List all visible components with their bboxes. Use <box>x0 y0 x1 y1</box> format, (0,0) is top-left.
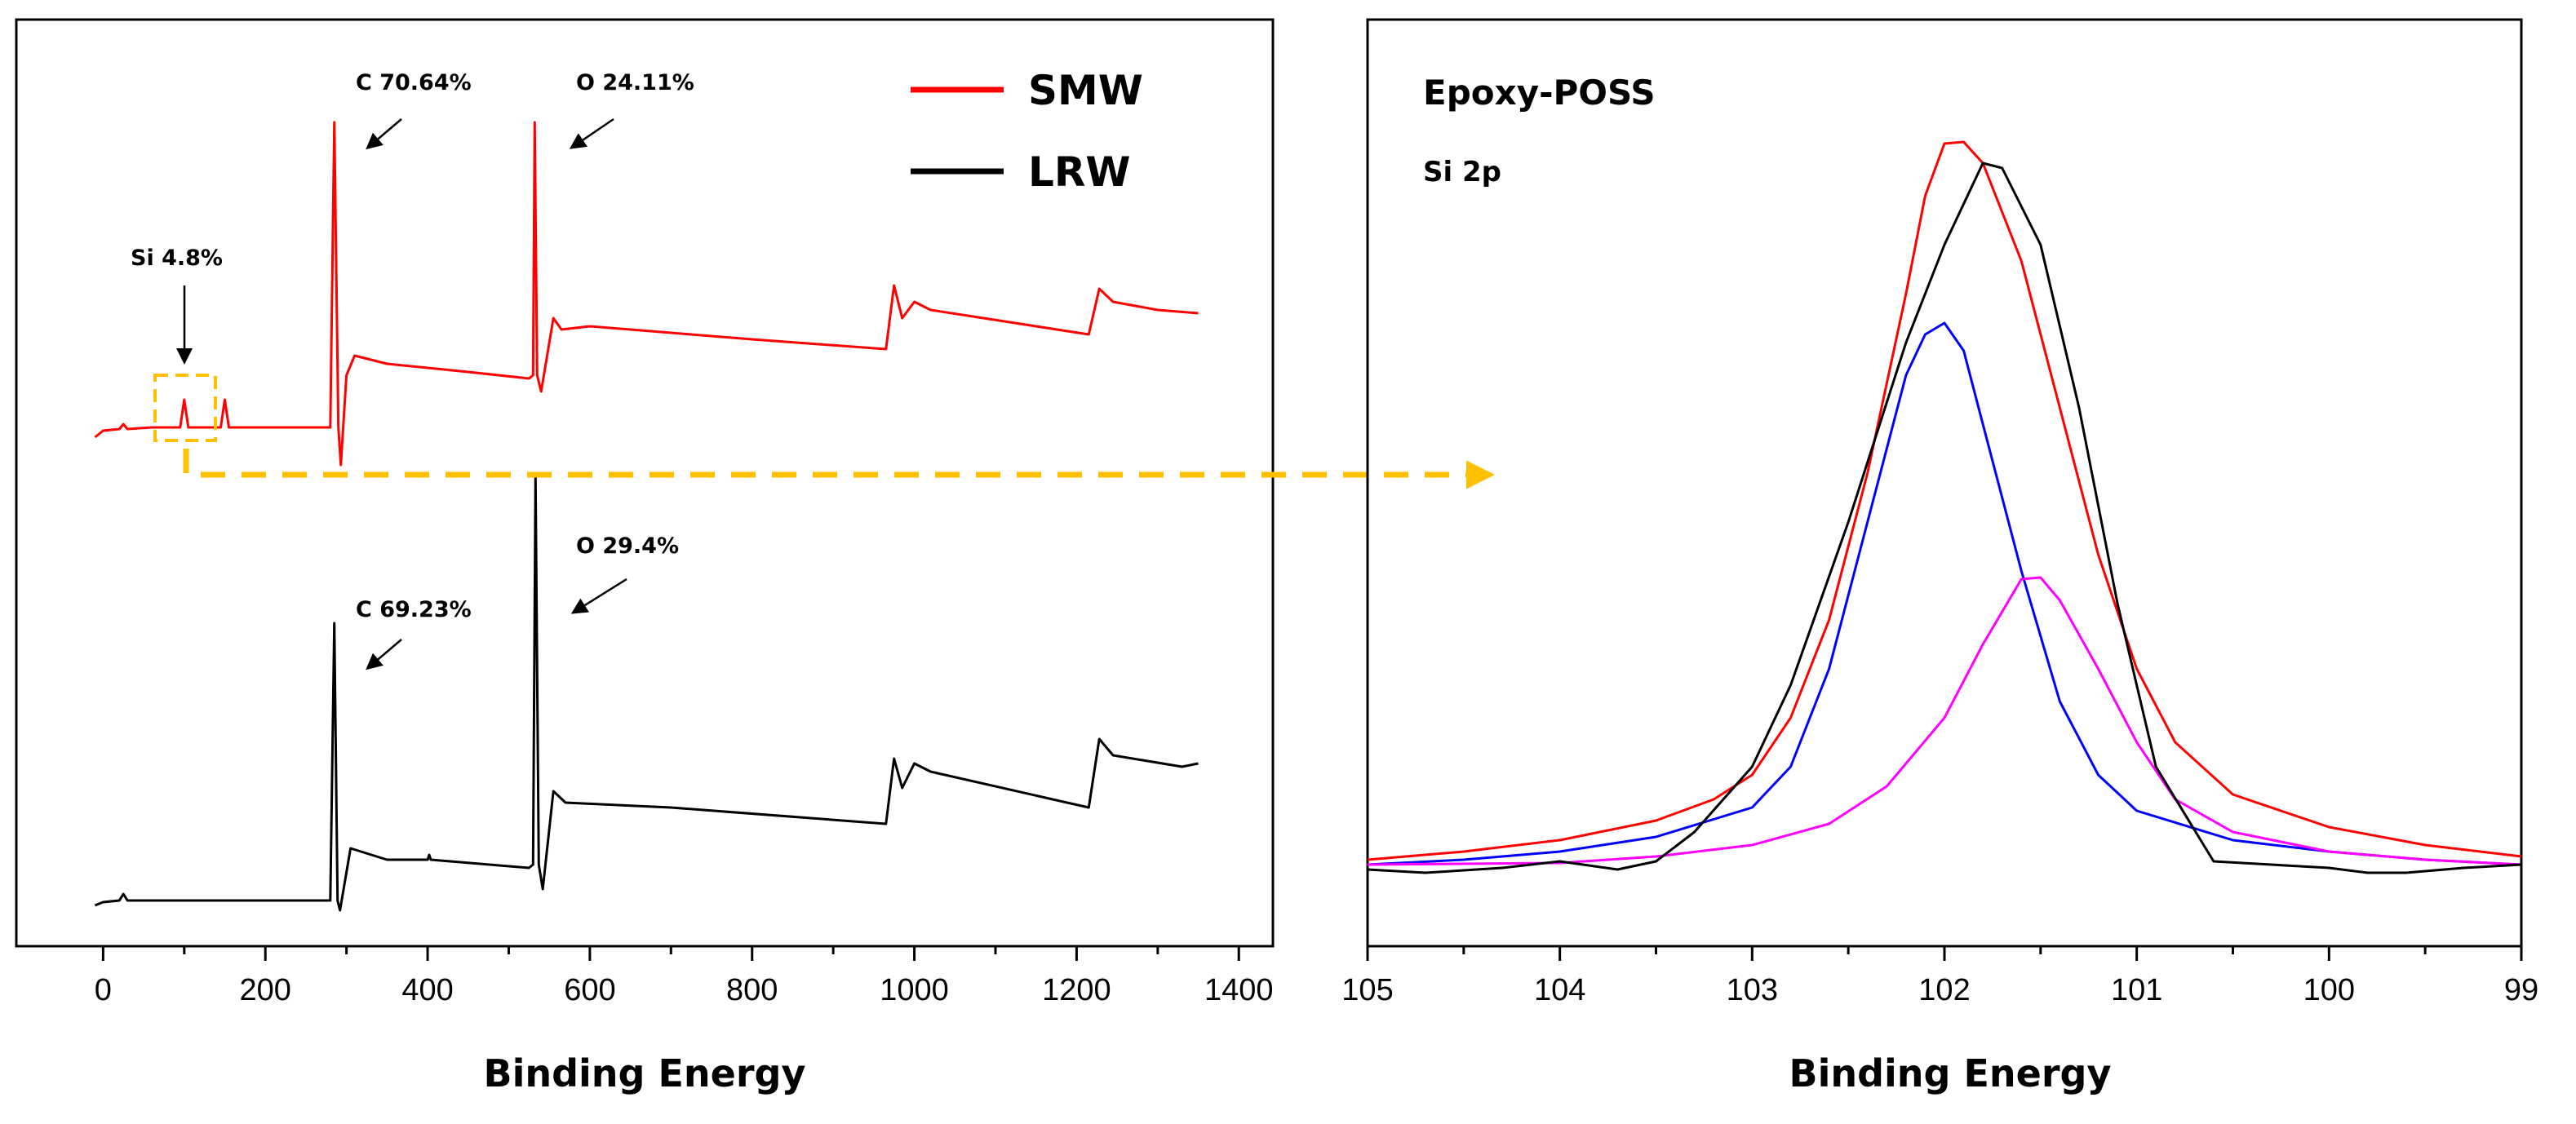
x-tick-label: 1400 <box>1204 973 1274 1007</box>
chart-title: Epoxy-POSS <box>1423 73 1656 113</box>
x-tick-label: 800 <box>726 973 778 1007</box>
x-tick-label: 102 <box>1918 973 1970 1007</box>
si-highlight-box <box>153 374 217 442</box>
series-group <box>1367 140 2522 874</box>
x-tick-label: 104 <box>1534 973 1585 1007</box>
series-group <box>94 121 1199 912</box>
x-tick-label: 0 <box>95 973 112 1007</box>
series-line-lrw <box>94 475 1199 912</box>
annotation-si-smw: Si 4.8% <box>131 246 223 271</box>
series-line-smw <box>94 121 1199 467</box>
annotation-o-smw: O 24.11% <box>576 70 694 95</box>
x-axis-title: Binding Energy <box>484 1051 806 1095</box>
x-axis-ticks: 0 200 400 600 800 1000 1200 1400 <box>95 946 1274 1007</box>
arrow-c-smw <box>366 118 402 150</box>
arrow-o-smw <box>569 117 614 149</box>
legend-label-smw: SMW <box>1028 67 1143 114</box>
x-tick-label: 103 <box>1727 973 1778 1007</box>
x-tick-label: 99 <box>2504 973 2538 1007</box>
x-axis-ticks: 105 104 103 102 101 100 99 <box>1341 946 2538 1007</box>
x-tick-label: 100 <box>2303 973 2355 1007</box>
x-tick-label: 101 <box>2111 973 2162 1007</box>
legend-label-lrw: LRW <box>1028 148 1131 196</box>
series-line-fit-blue <box>1367 321 2522 866</box>
annotation-c-smw: C 70.64% <box>356 70 472 95</box>
x-tick-label: 400 <box>401 973 453 1007</box>
series-line-measured-black <box>1367 162 2522 874</box>
x-tick-label: 105 <box>1341 973 1393 1007</box>
survey-spectrum-panel: 0 200 400 600 800 1000 1200 1400 Binding Energy… <box>15 18 1275 1095</box>
annotation-c-lrw: C 69.23% <box>356 597 472 622</box>
plot-frame <box>15 18 1275 948</box>
arrow-o-lrw <box>570 577 627 614</box>
si2p-spectrum-panel: 105 104 103 102 101 100 99 Binding Energy Epox… <box>1341 18 2538 1095</box>
x-axis-title: Binding Energy <box>1789 1051 2112 1095</box>
arrow-c-lrw <box>366 639 402 670</box>
x-tick-label: 1200 <box>1042 973 1111 1007</box>
x-tick-label: 200 <box>240 973 291 1007</box>
chart-subtitle: Si 2p <box>1423 156 1501 188</box>
x-tick-label: 1000 <box>880 973 949 1007</box>
series-line-fit-red <box>1367 140 2522 861</box>
series-line-fit-magenta <box>1367 576 2522 866</box>
plot-frame <box>1366 18 2523 948</box>
zoom-connector-arrow <box>183 449 1495 489</box>
annotation-o-lrw: O 29.4% <box>576 533 679 559</box>
x-tick-label: 600 <box>564 973 615 1007</box>
